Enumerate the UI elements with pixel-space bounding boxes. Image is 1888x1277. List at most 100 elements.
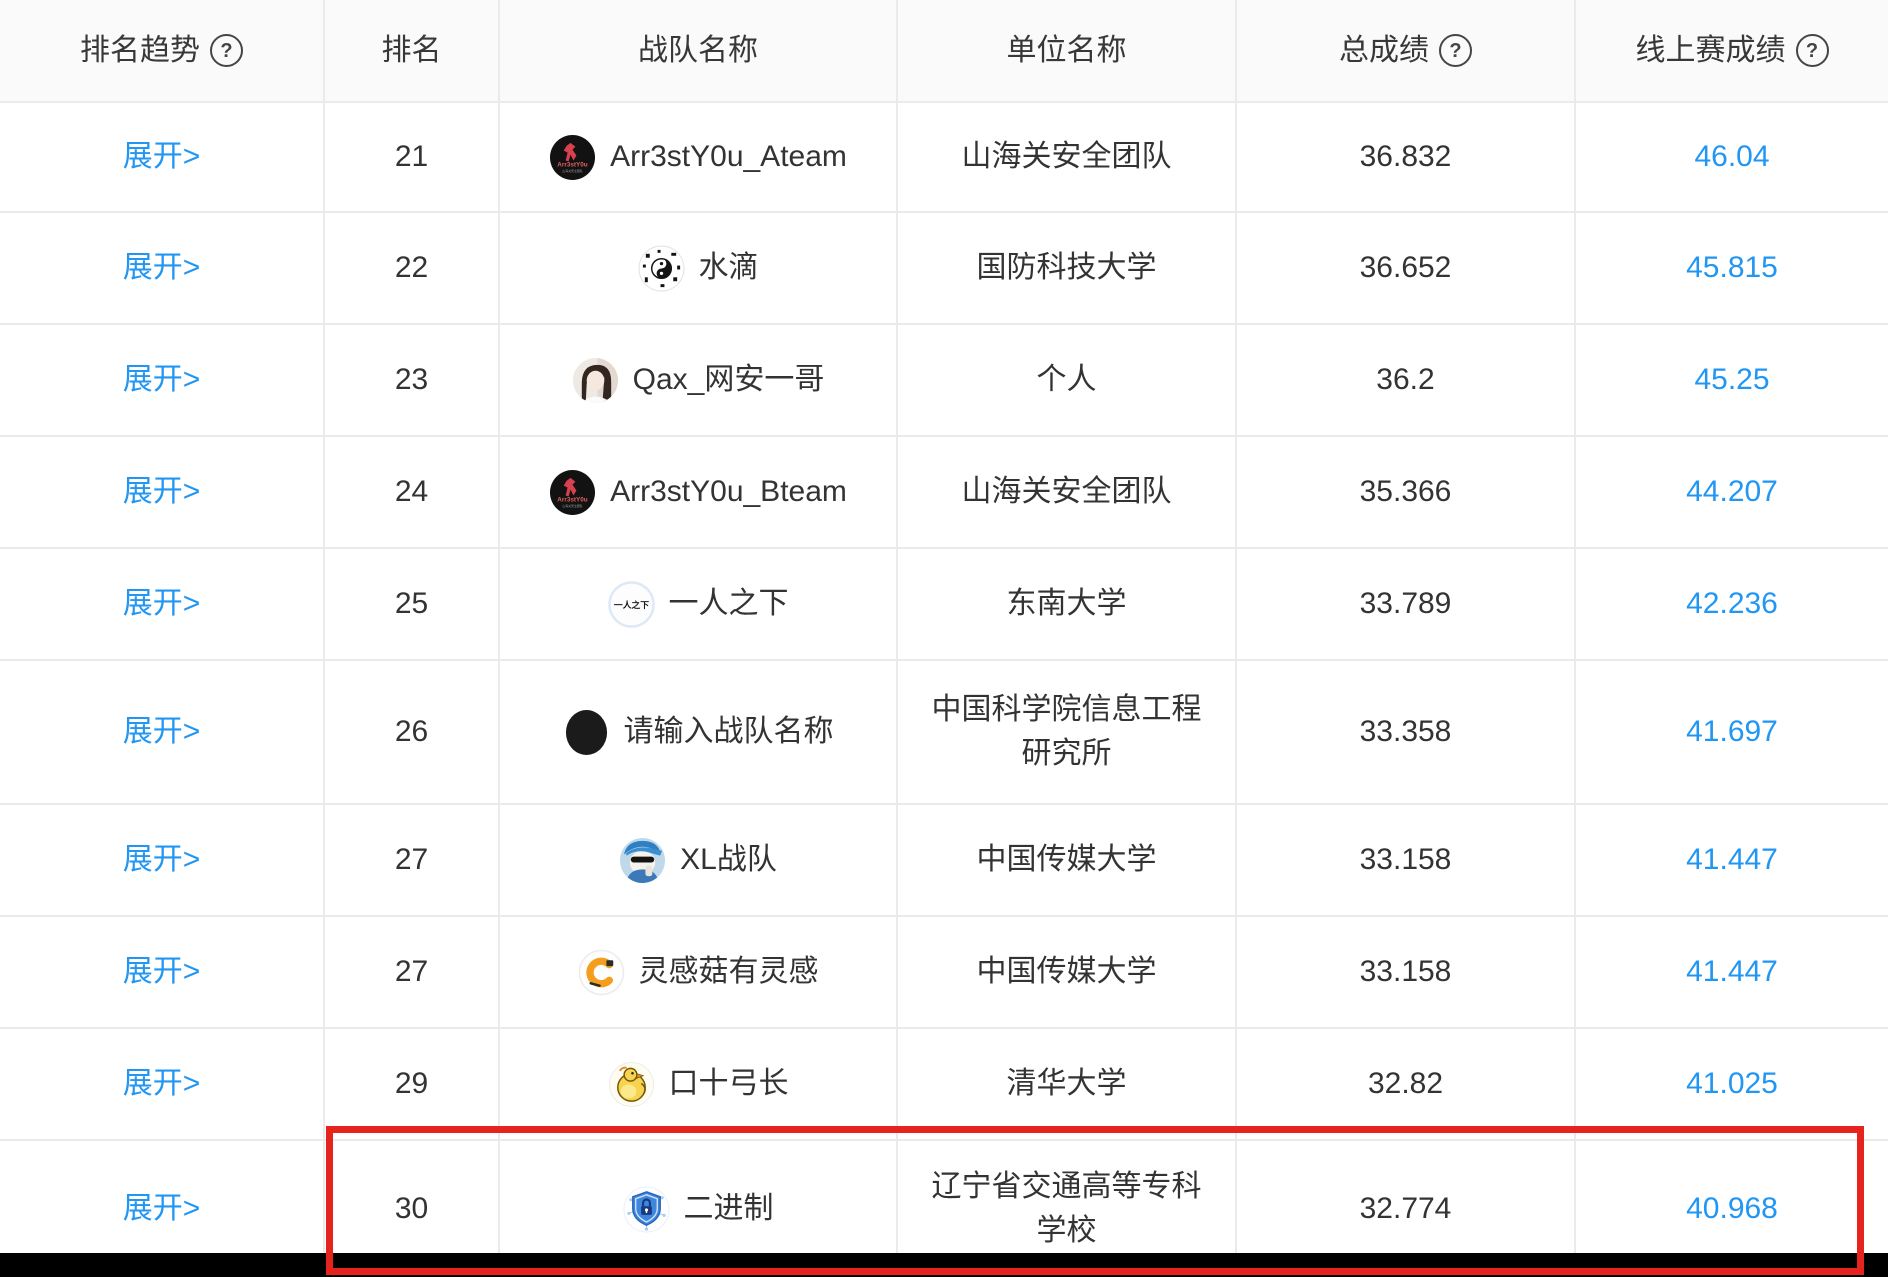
org-name: 个人	[898, 325, 1237, 435]
org-name: 中国传媒大学	[898, 805, 1237, 915]
team-avatar: Arr3stY0u 山海关安全团队	[549, 134, 596, 181]
online-score-link[interactable]: 41.697	[1686, 715, 1778, 748]
rank-value: 29	[325, 1029, 500, 1139]
help-icon[interactable]: ?	[1795, 34, 1829, 67]
expand-link[interactable]: 展开>	[122, 587, 201, 620]
table-row: 展开> 24 Arr3stY0u 山海关安全团队 Arr3stY0u_Bteam …	[0, 437, 1888, 549]
org-name: 中国传媒大学	[898, 917, 1237, 1027]
table-row: 展开> 22 水滴 国防科技大学 36.652 45.815	[0, 213, 1888, 325]
total-score: 36.832	[1237, 103, 1576, 211]
svg-text:山海关安全团队: 山海关安全团队	[562, 503, 583, 508]
team-name: 二进制	[683, 1192, 774, 1225]
table-row: 展开> 29 口十弓长 清华大学 32.82 41.025	[0, 1029, 1888, 1141]
header-total-score-label: 总成绩	[1339, 33, 1429, 67]
org-name: 清华大学	[898, 1029, 1237, 1139]
yellow-chick-icon	[608, 1061, 654, 1107]
expand-link[interactable]: 展开>	[122, 1067, 201, 1100]
table-row: 展开> 27 灵感菇有灵感 中国传媒大学 33.158 41.447	[0, 917, 1888, 1029]
expand-link[interactable]: 展开>	[122, 475, 201, 508]
online-score-link[interactable]: 40.968	[1686, 1192, 1778, 1225]
total-score: 33.158	[1237, 805, 1576, 915]
yirenzhixia-text-logo-icon: 一人之下	[607, 580, 655, 628]
header-team-name: 战队名称	[500, 0, 898, 101]
total-score: 36.652	[1237, 213, 1576, 323]
org-name: 山海关安全团队	[898, 103, 1237, 211]
team-name: Qax_网安一哥	[632, 363, 825, 396]
team-name: 水滴	[698, 251, 759, 284]
help-icon[interactable]: ?	[1439, 34, 1472, 67]
table-row: 展开> 23 Qax_网安一哥 个人 36.2 45.25	[0, 325, 1888, 437]
help-icon[interactable]: ?	[210, 34, 243, 67]
org-name: 辽宁省交通高等专科 学校	[898, 1141, 1237, 1277]
expand-link[interactable]: 展开>	[122, 843, 201, 876]
team-avatar	[622, 1185, 670, 1233]
online-score-link[interactable]: 46.04	[1694, 140, 1770, 173]
online-score-link[interactable]: 44.207	[1686, 475, 1778, 508]
rank-value: 27	[325, 917, 500, 1027]
team-name: Arr3stY0u_Ateam	[610, 140, 847, 173]
team-name: 一人之下	[668, 587, 789, 620]
table-row: 展开> 21 Arr3stY0u 山海关安全团队 Arr3stY0u_Ateam …	[0, 103, 1888, 213]
org-name: 中国科学院信息工程 研究所	[898, 661, 1237, 803]
online-score-link[interactable]: 45.815	[1686, 251, 1778, 284]
online-score-link[interactable]: 41.025	[1686, 1067, 1778, 1100]
rank-value: 30	[325, 1141, 500, 1277]
online-score-link[interactable]: 42.236	[1686, 587, 1778, 620]
team-name: Arr3stY0u_Bteam	[610, 475, 847, 508]
cat-sunglasses-photo-icon	[620, 837, 666, 883]
expand-link[interactable]: 展开>	[122, 1192, 201, 1225]
header-rank: 排名	[325, 0, 500, 101]
total-score: 32.774	[1237, 1141, 1576, 1277]
team-avatar: Arr3stY0u 山海关安全团队	[549, 469, 596, 516]
svg-text:山海关安全团队: 山海关安全团队	[562, 168, 583, 173]
online-score-link[interactable]: 41.447	[1686, 843, 1778, 876]
expand-link[interactable]: 展开>	[122, 140, 201, 173]
org-name: 东南大学	[898, 549, 1237, 659]
svg-text:Arr3stY0u: Arr3stY0u	[557, 496, 588, 503]
rank-value: 21	[325, 103, 500, 211]
total-score: 35.366	[1237, 437, 1576, 547]
table-row: 展开> 27 XL战队 中国传媒大学 33.158 41.447	[0, 805, 1888, 917]
org-name: 国防科技大学	[898, 213, 1237, 323]
team-avatar	[578, 949, 625, 996]
rank-value: 26	[325, 661, 500, 803]
team-avatar	[619, 837, 666, 884]
online-score-link[interactable]: 45.25	[1694, 363, 1770, 396]
online-score-link[interactable]: 41.447	[1686, 955, 1778, 988]
header-online-score-label: 线上赛成绩	[1635, 33, 1786, 67]
total-score: 33.158	[1237, 917, 1576, 1027]
rank-value: 27	[325, 805, 500, 915]
header-team-name-label: 战队名称	[638, 33, 758, 67]
total-score: 36.2	[1237, 325, 1576, 435]
expand-link[interactable]: 展开>	[122, 363, 201, 396]
orange-c-logo-icon	[578, 949, 624, 995]
total-score: 32.82	[1237, 1029, 1576, 1139]
black-circle-icon	[565, 709, 607, 755]
header-rank-label: 排名	[381, 33, 442, 67]
rank-value: 25	[325, 549, 500, 659]
header-rank-trend-label: 排名趋势	[80, 33, 200, 67]
total-score: 33.789	[1237, 549, 1576, 659]
header-org-name-label: 单位名称	[1006, 33, 1127, 67]
yinyang-ink-icon	[637, 244, 685, 292]
team-avatar: 一人之下	[607, 580, 655, 628]
team-name: XL战队	[680, 843, 777, 876]
table-header-row: 排名趋势 ? 排名 战队名称 单位名称 总成绩 ? 线上赛成绩 ?	[0, 0, 1888, 103]
header-org-name: 单位名称	[898, 0, 1237, 101]
expand-link[interactable]: 展开>	[122, 955, 201, 988]
blue-shield-lock-icon	[622, 1185, 670, 1233]
rank-value: 22	[325, 213, 500, 323]
expand-link[interactable]: 展开>	[122, 251, 201, 284]
team-name: 请输入战队名称	[623, 715, 834, 748]
header-rank-trend: 排名趋势 ?	[0, 0, 325, 101]
svg-text:Arr3stY0u: Arr3stY0u	[557, 161, 588, 168]
svg-text:一人之下: 一人之下	[613, 598, 648, 609]
team-avatar	[608, 1061, 655, 1108]
expand-link[interactable]: 展开>	[122, 715, 201, 748]
total-score: 33.358	[1237, 661, 1576, 803]
team-name: 口十弓长	[668, 1067, 789, 1100]
table-row: 展开> 26 请输入战队名称 中国科学院信息工程 研究所 33.358 41.6…	[0, 661, 1888, 805]
girl-photo-icon	[572, 357, 618, 403]
